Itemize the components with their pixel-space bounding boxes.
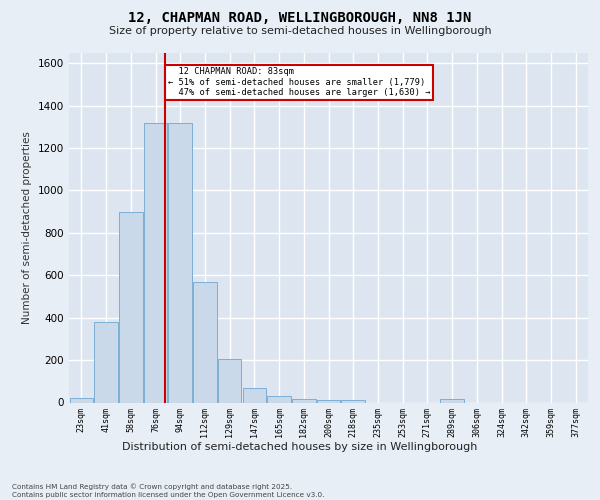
Bar — [242, 388, 266, 402]
Bar — [70, 398, 93, 402]
Text: Size of property relative to semi-detached houses in Wellingborough: Size of property relative to semi-detach… — [109, 26, 491, 36]
Bar — [193, 282, 217, 403]
Bar — [119, 212, 143, 402]
Bar — [268, 396, 291, 402]
Text: Distribution of semi-detached houses by size in Wellingborough: Distribution of semi-detached houses by … — [122, 442, 478, 452]
Bar — [317, 400, 340, 402]
Bar — [169, 122, 192, 402]
Bar — [341, 400, 365, 402]
Bar — [144, 122, 167, 402]
Text: Contains HM Land Registry data © Crown copyright and database right 2025.
Contai: Contains HM Land Registry data © Crown c… — [12, 484, 325, 498]
Bar — [94, 322, 118, 402]
Text: 12, CHAPMAN ROAD, WELLINGBOROUGH, NN8 1JN: 12, CHAPMAN ROAD, WELLINGBOROUGH, NN8 1J… — [128, 11, 472, 25]
Bar — [218, 359, 241, 403]
Y-axis label: Number of semi-detached properties: Number of semi-detached properties — [22, 131, 32, 324]
Text: 12 CHAPMAN ROAD: 83sqm
← 51% of semi-detached houses are smaller (1,779)
  47% o: 12 CHAPMAN ROAD: 83sqm ← 51% of semi-det… — [167, 68, 430, 97]
Bar — [292, 398, 316, 402]
Bar — [440, 400, 464, 402]
